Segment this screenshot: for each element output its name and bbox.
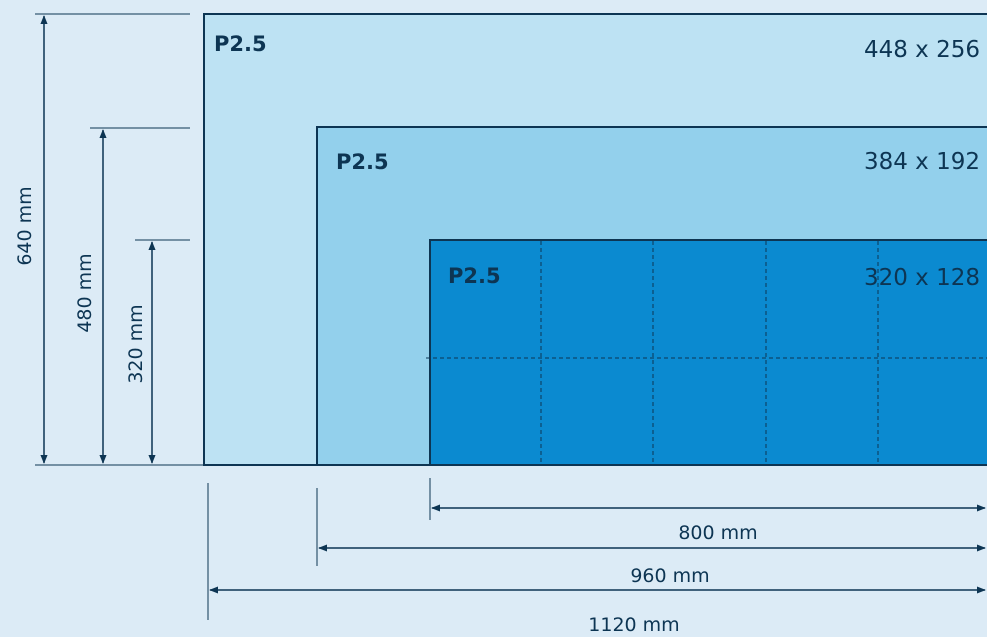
height-label-480: 480 mm	[74, 253, 96, 332]
width-label-1120: 1120 mm	[588, 614, 679, 636]
height-label-640: 640 mm	[14, 186, 36, 265]
width-label-960: 960 mm	[630, 565, 709, 587]
height-label-320: 320 mm	[125, 304, 147, 383]
width-extension-lines	[207, 478, 431, 620]
resolution-label-small: 320 x 128	[864, 265, 980, 291]
pitch-label-medium: P2.5	[336, 150, 389, 174]
width-label-800: 800 mm	[678, 522, 757, 544]
resolution-label-large: 448 x 256	[864, 37, 980, 63]
pitch-label-small: P2.5	[448, 264, 501, 288]
module-grid	[426, 241, 987, 464]
panel-small	[429, 239, 987, 466]
height-extension-lines	[35, 13, 204, 466]
pitch-label-large: P2.5	[214, 32, 267, 56]
resolution-label-medium: 384 x 192	[864, 149, 980, 175]
